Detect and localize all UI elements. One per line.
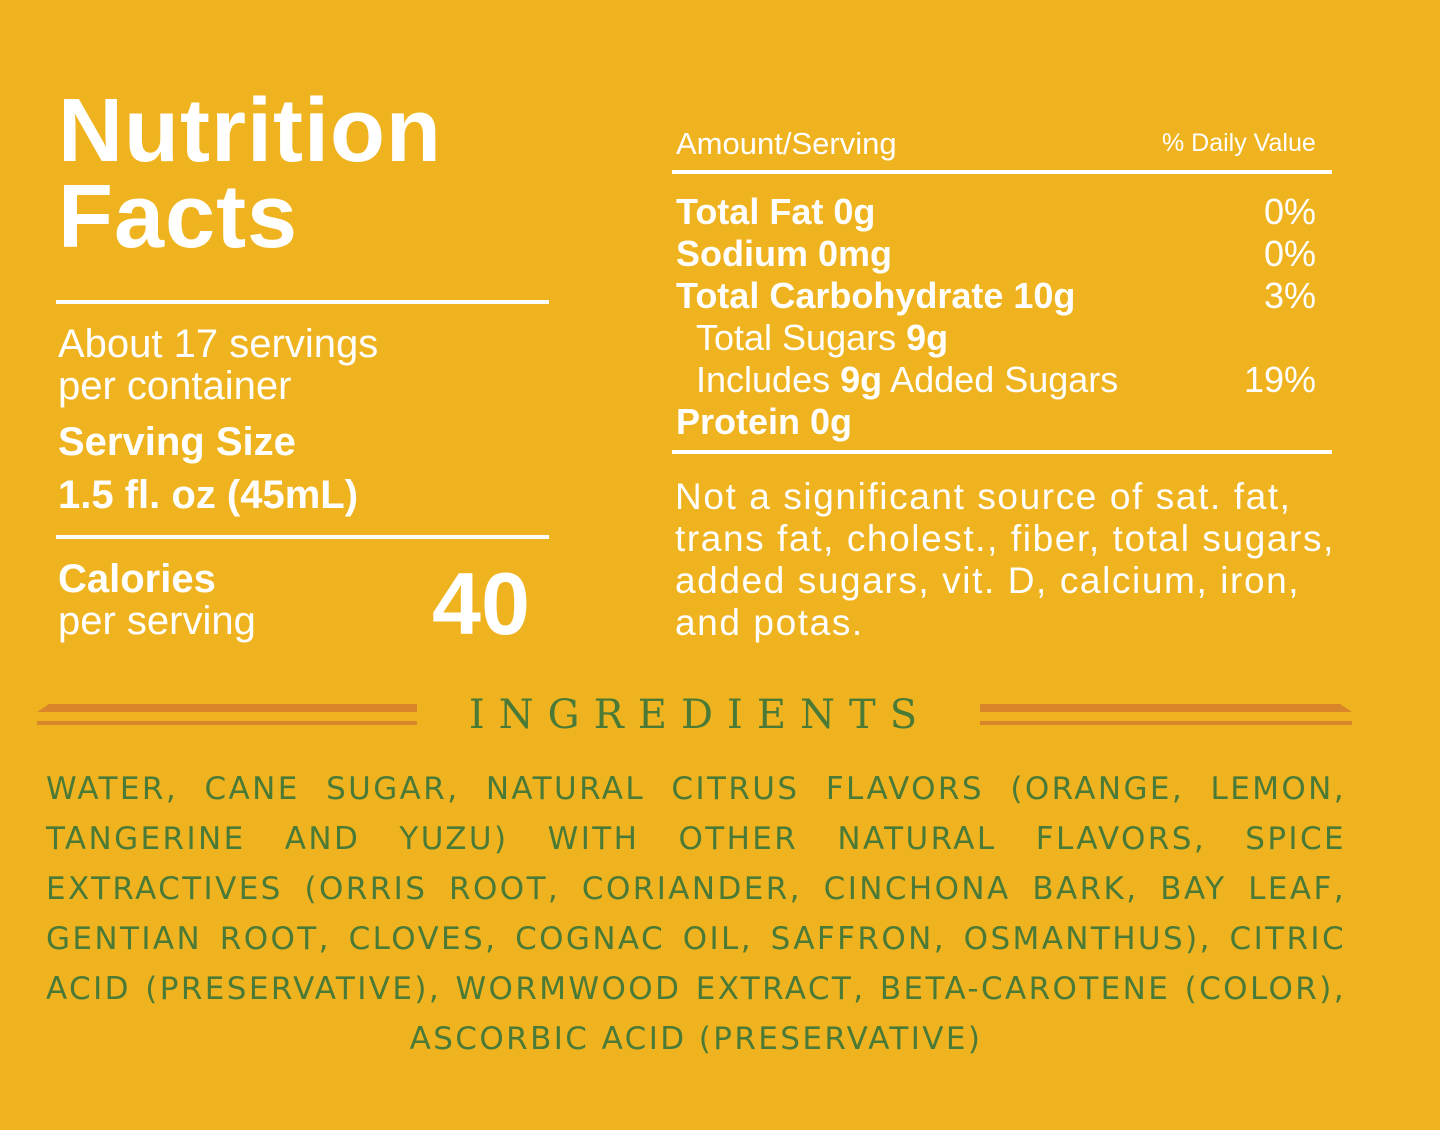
- divider: [56, 300, 549, 304]
- nutrient-amount: 9g: [906, 317, 949, 358]
- divider: [672, 170, 1332, 174]
- nutrient-row: Protein 0g: [676, 401, 1316, 443]
- nutrient-row: Includes 9g Added Sugars 19%: [676, 359, 1316, 401]
- nutrient-label: Protein 0g: [676, 401, 853, 442]
- nutrition-facts-title: Nutrition Facts: [58, 81, 442, 267]
- nutrient-dv: 0%: [1263, 233, 1316, 274]
- calories-value: 40: [432, 554, 530, 653]
- ingredients-list: WATER, CANE SUGAR, NATURAL CITRUS FLAVOR…: [46, 771, 1346, 1057]
- calories-sub: per serving: [58, 599, 256, 643]
- nutrient-row: Total Sugars 9g: [676, 317, 1316, 359]
- servings-line-1: About 17 servings: [58, 322, 379, 366]
- nutrient-amount: 9g: [840, 359, 883, 400]
- title-line-1: Nutrition: [58, 81, 442, 181]
- title-line-2: Facts: [58, 167, 299, 267]
- nutrient-dv: 3%: [1263, 275, 1316, 316]
- divider: [56, 535, 549, 539]
- nutrient-name: Includes: [696, 359, 841, 400]
- footnote: Not a significant source of sat. fat, tr…: [675, 476, 1335, 643]
- nutrient-row: Sodium 0mg 0%: [676, 233, 1316, 275]
- nutrient-label: Total Sugars 9g: [676, 317, 948, 359]
- decorative-line: [980, 721, 1352, 725]
- nutrient-name-suffix: Added Sugars: [882, 359, 1119, 400]
- nutrient-label: Includes 9g Added Sugars: [676, 359, 1118, 401]
- dv-header: % Daily Value: [1162, 129, 1316, 157]
- decorative-line: [37, 721, 417, 725]
- nutrient-row: Total Carbohydrate 10g 3%: [676, 275, 1316, 317]
- amount-header: Amount/Serving: [676, 126, 897, 161]
- ingredients-heading: INGREDIENTS: [468, 692, 932, 738]
- serving-size-label: Serving Size: [58, 420, 296, 464]
- nutrient-dv: 0%: [1263, 191, 1316, 232]
- decorative-line: [37, 704, 417, 712]
- divider: [672, 450, 1332, 454]
- nutrient-label: Total Fat 0g: [676, 191, 876, 232]
- nutrient-label: Sodium 0mg: [676, 233, 893, 274]
- servings-line-2: per container: [58, 364, 292, 408]
- nutrient-name: Total Sugars: [696, 317, 907, 358]
- serving-size-value: 1.5 fl. oz (45mL): [58, 473, 359, 517]
- decorative-line: [980, 704, 1352, 712]
- nutrient-dv: 19%: [1243, 359, 1316, 400]
- nutrient-label: Total Carbohydrate 10g: [676, 275, 1076, 316]
- servings-per-container: About 17 servings per container: [58, 323, 378, 407]
- calories-label: Calories: [58, 557, 216, 601]
- nutrient-row: Total Fat 0g 0%: [676, 191, 1316, 233]
